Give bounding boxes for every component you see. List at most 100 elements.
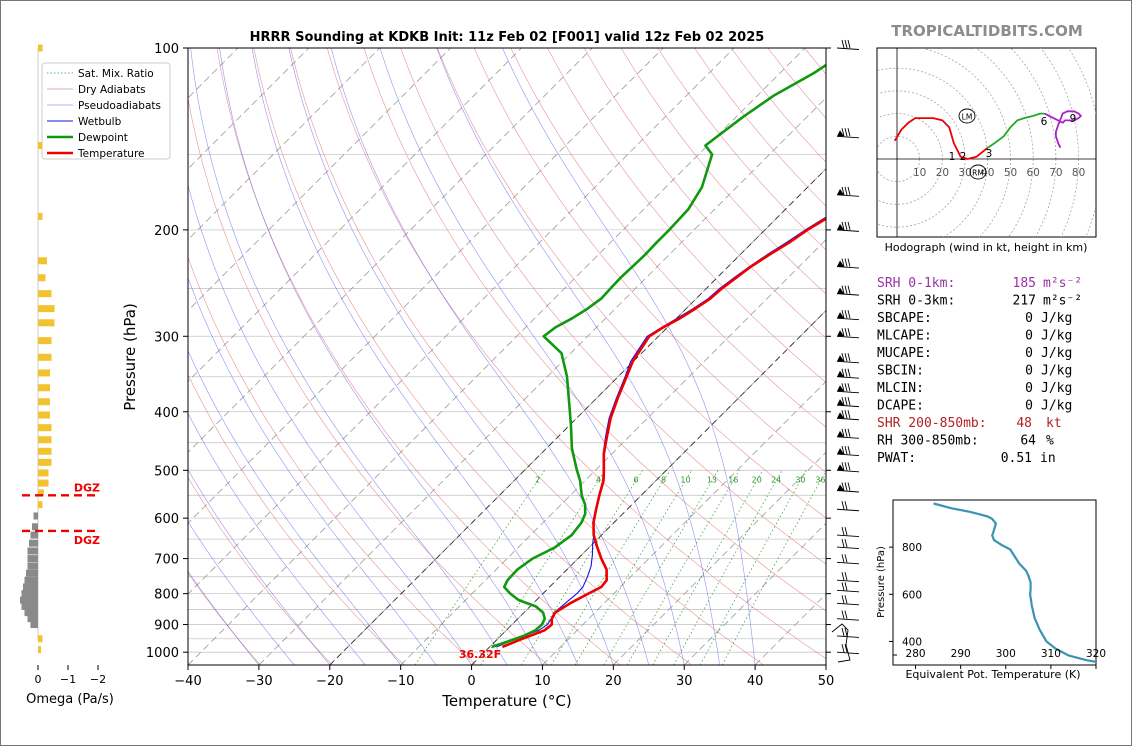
theta-y-tick-label: 600 [902, 589, 922, 601]
dgz-label: DGZ [74, 534, 100, 547]
moist-adiabat [188, 184, 472, 665]
mixing-ratio-line [480, 470, 606, 665]
moist-adiabat [188, 412, 366, 665]
moist-adiabat [188, 350, 401, 665]
index-unit: % [1046, 434, 1054, 449]
mixing-ratio-label: 16 [728, 476, 738, 485]
omega-bar [27, 615, 38, 623]
y-tick-label: 300 [154, 330, 179, 345]
mixing-ratio-label: 36 [815, 476, 825, 485]
wind-barb-feather [844, 572, 848, 581]
hodograph-trace [1044, 110, 1082, 149]
wind-barb-flag [837, 464, 844, 471]
omega-bar [38, 290, 52, 298]
indices-table: SRH 0-1km: 185 m²s⁻² SRH 0-3km: 217 m²s⁻² SBCA… [877, 276, 1082, 466]
omega-bar [26, 569, 38, 577]
omega-bar [38, 489, 44, 497]
theta-x-tick-label: 320 [1086, 648, 1106, 660]
x-tick-label: 0 [467, 674, 475, 689]
y-tick-label: 900 [154, 619, 179, 634]
index-label: DCAPE: [877, 399, 924, 414]
dry-adiabat [583, 48, 826, 339]
omega-tick-label: −1 [60, 673, 76, 686]
wind-barb-feather [844, 539, 848, 548]
moist-adiabat [502, 48, 756, 665]
wind-barb-feather [841, 582, 845, 591]
moist-adiabat [330, 48, 650, 665]
index-value: 0 [1025, 311, 1033, 326]
omega-bar [38, 384, 50, 392]
wind-barb-feather [847, 410, 851, 419]
dgz-label: DGZ [74, 481, 100, 494]
index-unit: J/kg [1041, 346, 1072, 361]
index-value: 0 [1025, 346, 1033, 361]
hodograph-height-label: 2 [960, 151, 967, 163]
omega-bar [32, 523, 38, 531]
dry-adiabat [188, 256, 477, 665]
omega-bar [27, 555, 38, 563]
omega-bar [38, 257, 47, 265]
hodograph-trace [987, 112, 1045, 149]
legend-box [41, 62, 171, 160]
wind-barb-feather [847, 328, 851, 337]
wind-barb-feather [847, 383, 851, 392]
wind-barb-feather [847, 368, 851, 377]
wind-barb-flag [837, 223, 844, 230]
legend-label: Dry Adiabats [78, 84, 146, 96]
wind-barb-feather [844, 482, 848, 491]
theta-y-tick-label: 400 [902, 636, 922, 648]
omega-bar [38, 369, 50, 377]
omega-bar [20, 596, 38, 604]
omega-bar [33, 512, 38, 520]
wind-barb-flag [837, 412, 844, 419]
x-tick-label: 20 [605, 674, 622, 689]
x-tick-label: −10 [387, 674, 414, 689]
index-label: MUCAPE: [877, 346, 932, 361]
storm-motion-rm-label: RM [972, 169, 984, 178]
index-label: PWAT: [877, 451, 916, 466]
wind-barb-feather [847, 258, 851, 267]
mixing-ratio-line [626, 470, 740, 665]
wind-barb-shaft [836, 404, 860, 408]
dry-adiabat [188, 96, 549, 665]
omega-bar [38, 479, 49, 487]
wind-barb-flag [837, 385, 844, 392]
index-value: 0 [1025, 364, 1033, 379]
index-value: 0 [1025, 399, 1033, 414]
wind-barb-feather [841, 526, 845, 536]
theta-xlabel: Equivalent Pot. Temperature (K) [905, 668, 1080, 681]
wind-barb-feather [847, 397, 851, 406]
wind-barb-shaft [836, 317, 860, 321]
wind-barb-feather [847, 428, 851, 437]
wind-barb-feather [841, 501, 845, 510]
wind-barb-shaft [836, 579, 860, 583]
moist-adiabat [190, 48, 508, 665]
wind-barb-feather [844, 526, 848, 536]
wind-barb-feather [841, 572, 845, 581]
wind-barb-feather [844, 554, 848, 563]
omega-bar [38, 447, 52, 455]
index-unit: J/kg [1041, 329, 1072, 344]
legend-label: Dewpoint [78, 132, 128, 144]
dry-adiabat [216, 48, 621, 665]
moist-adiabat [251, 48, 579, 665]
dry-adiabat [188, 476, 333, 665]
mixing-ratio-label: 13 [707, 476, 717, 485]
mixing-ratio-line [699, 470, 807, 665]
theta-x-tick-label: 300 [996, 648, 1016, 660]
omega-bar [38, 212, 43, 220]
theta-x-tick-label: 280 [906, 648, 926, 660]
omega-bar [38, 353, 52, 361]
index-value: 0 [1025, 329, 1033, 344]
hodograph-trace [893, 117, 989, 160]
moist-adiabat [188, 521, 295, 665]
mixing-ratio-line [550, 470, 671, 665]
index-unit: in [1040, 451, 1056, 466]
index-label: SRH 0-1km: [877, 276, 955, 291]
wind-barb-feather [844, 368, 848, 377]
wind-barb-shaft [836, 589, 860, 593]
wind-barb-shaft [836, 390, 860, 394]
theta-x-tick-label: 290 [951, 648, 971, 660]
wind-barb-feather [841, 383, 845, 392]
hodograph-ring-label: 70 [1049, 167, 1062, 179]
